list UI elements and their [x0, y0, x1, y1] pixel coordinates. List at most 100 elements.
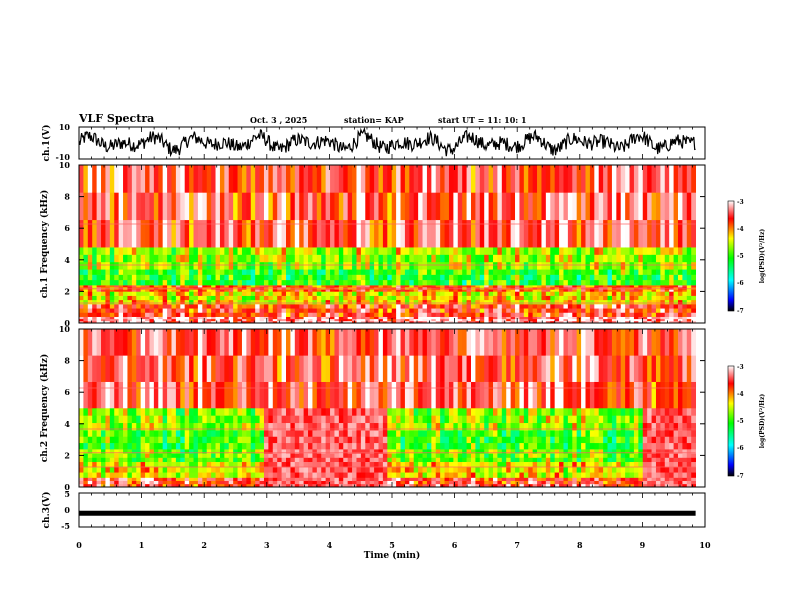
spectrogram-cell [501, 442, 507, 450]
spectrogram-cell [541, 461, 547, 468]
spectrogram-cell [541, 279, 547, 286]
spectrogram-cell [123, 299, 128, 305]
spectrogram-cell [647, 312, 652, 317]
spectrogram-cell [488, 295, 494, 301]
spectrogram-cell [105, 299, 111, 305]
spectrogram-cell [325, 304, 331, 309]
spectrogram-cell [180, 291, 186, 296]
spectrogram-cell [259, 477, 265, 481]
spectrogram-cell [131, 318, 137, 322]
spectrogram-cell [625, 291, 630, 296]
spectrogram-cell [277, 289, 282, 292]
spectrogram-cell [184, 449, 190, 454]
spectrogram-cell [96, 308, 102, 313]
spectrogram-cell [413, 472, 419, 478]
spectrogram-cell [290, 299, 296, 305]
spectrogram-cell [202, 219, 208, 248]
spectrogram-cell [374, 355, 379, 382]
spectrogram-cell [616, 285, 622, 288]
spectrogram-cell [175, 449, 181, 454]
spectrogram-cell [387, 279, 393, 286]
spectrogram-cell [444, 442, 450, 450]
spectrogram-cell [211, 408, 216, 416]
spectrogram-cell [457, 291, 463, 296]
spectrogram-cell [79, 192, 84, 221]
spectrogram-cell [118, 453, 124, 458]
spectrogram-cell [426, 415, 432, 424]
spectrogram-cell [537, 449, 542, 454]
spectrogram-cell [92, 408, 98, 416]
spectrogram-cell [501, 453, 507, 458]
spectrogram-cell [488, 165, 494, 193]
spectrogram-cell [387, 442, 393, 450]
spectrogram-cell [334, 295, 340, 301]
spectrogram-cell [400, 279, 406, 286]
spectrogram-cell [334, 453, 340, 458]
spectrogram-cell [457, 480, 463, 485]
spectrogram-cell [215, 422, 221, 431]
spectrogram-cell [352, 289, 357, 292]
spectrogram-cell [299, 408, 305, 416]
spectrogram-cell [211, 480, 216, 485]
spectrogram-cell [475, 318, 481, 322]
spectrogram-cell [237, 219, 243, 248]
spectrogram-cell [153, 304, 159, 309]
spectrogram-cell [545, 320, 551, 324]
spectrogram-cell [180, 274, 186, 281]
spectrogram-cell [440, 461, 445, 468]
spectrogram-cell [484, 430, 489, 437]
spectrogram-cell [325, 318, 331, 322]
spectrogram-cell [290, 254, 296, 263]
spectrogram-cell [92, 304, 98, 309]
spectrogram-cell [422, 274, 428, 281]
spectrogram-cell [127, 483, 133, 488]
spectrogram-cell [145, 381, 150, 409]
spectrogram-cell [585, 247, 591, 255]
spectrogram-cell [470, 320, 476, 324]
spectrogram-cell [140, 254, 146, 263]
spectrogram-cell [409, 436, 415, 444]
spectrogram-cell [101, 461, 106, 468]
spectrogram-cell [268, 219, 274, 248]
spectrogram-cell [105, 261, 111, 270]
spectrogram-cell [563, 436, 569, 444]
spectrogram-cell [79, 289, 84, 292]
spectrogram-cell [237, 436, 243, 444]
spectrogram-cell [167, 192, 172, 221]
spectrogram-cell [559, 436, 564, 444]
spectrogram-cell [224, 289, 230, 292]
spectrogram-cell [523, 457, 529, 463]
spectrogram-cell [153, 477, 159, 481]
spectrogram-cell [153, 254, 159, 263]
spectrogram-cell [189, 274, 194, 281]
spectrogram-cell [369, 381, 375, 409]
spectrogram-cell [611, 274, 617, 281]
spectrogram-cell [655, 219, 661, 248]
spectrogram-cell [497, 279, 503, 286]
spectrogram-cell [387, 291, 393, 296]
spectrogram-cell [123, 480, 128, 485]
spectrogram-cell [426, 453, 432, 458]
spectrogram-cell [479, 289, 485, 292]
spectrogram-cell [272, 274, 278, 281]
spectrogram-cell [497, 247, 503, 255]
spectrogram-cell [506, 408, 512, 416]
spectrogram-cell [206, 457, 212, 463]
spectrogram-cell [462, 299, 467, 305]
spectrogram-cell [180, 477, 186, 481]
spectrogram-cell [501, 457, 507, 463]
spectrogram-cell [246, 318, 252, 322]
spectrogram-cell [493, 483, 498, 488]
spectrogram-cell [673, 269, 679, 275]
spectrogram-cell [374, 422, 379, 431]
spectrogram-cell [365, 320, 371, 324]
spectrogram-cell [197, 355, 203, 382]
spectrogram-cell [669, 261, 674, 270]
spectrogram-cell [554, 436, 560, 444]
spectrogram-cell [330, 320, 335, 324]
spectrogram-cell [598, 254, 604, 263]
spectrogram-cell [374, 192, 379, 221]
spectrogram-cell [510, 449, 516, 454]
spectrogram-cell [140, 308, 146, 313]
spectrogram-cell [484, 318, 489, 322]
